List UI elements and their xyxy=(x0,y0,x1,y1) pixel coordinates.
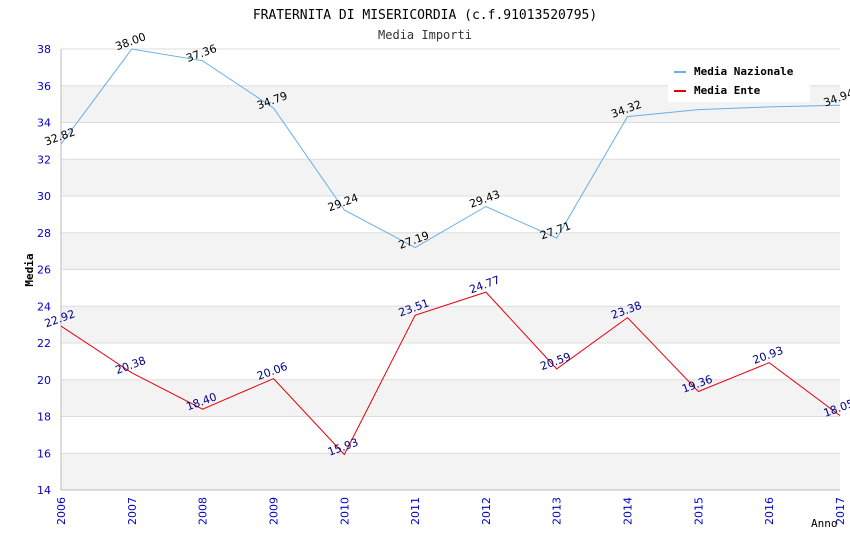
legend-label-media-nazionale: Media Nazionale xyxy=(694,65,794,78)
y-tick-label: 32 xyxy=(37,153,51,166)
x-tick-label: 2017 xyxy=(834,497,847,525)
legend-box xyxy=(668,60,810,102)
grid-band xyxy=(61,159,840,196)
chart-subtitle: Media Importi xyxy=(378,28,472,42)
y-tick-label: 38 xyxy=(37,43,51,56)
series-lines xyxy=(60,48,841,456)
y-tick-label: 28 xyxy=(37,227,51,240)
x-axis-label: Anno xyxy=(811,517,838,530)
y-tick-label: 24 xyxy=(37,300,51,313)
y-axis-label: Media xyxy=(23,253,36,286)
x-tick-label: 2014 xyxy=(622,497,635,525)
x-tick-label: 2015 xyxy=(692,497,705,525)
series-line xyxy=(60,48,841,249)
grid-band xyxy=(61,379,840,417)
data-label: 20.38 xyxy=(114,354,148,377)
chart-title: FRATERNITA DI MISERICORDIA (c.f.91013520… xyxy=(253,8,597,23)
y-tick-label: 20 xyxy=(37,374,51,387)
grid-bands xyxy=(61,85,840,490)
x-tick-label: 2009 xyxy=(267,497,280,525)
y-tick-label: 18 xyxy=(37,411,51,424)
y-tick-label: 36 xyxy=(37,80,51,93)
data-label: 37.36 xyxy=(184,42,218,65)
grid-lines xyxy=(61,48,840,491)
y-tick-label: 30 xyxy=(37,190,51,203)
legend: Media Nazionale Media Ente xyxy=(668,60,810,102)
x-tick-label: 2012 xyxy=(480,497,493,525)
data-label: 20.59 xyxy=(539,350,573,373)
grid-band xyxy=(61,232,840,270)
x-tick-label: 2007 xyxy=(126,497,139,525)
x-tick-label: 2013 xyxy=(551,497,564,525)
series-line xyxy=(60,291,841,456)
legend-label-media-ente: Media Ente xyxy=(694,84,761,97)
y-tick-label: 16 xyxy=(37,447,51,460)
x-tick-label: 2011 xyxy=(409,497,422,525)
y-tick-label: 26 xyxy=(37,264,51,277)
x-tick-label: 2006 xyxy=(55,497,68,525)
y-tick-labels: 14 16 18 20 22 24 26 28 30 32 34 36 38 xyxy=(37,43,51,497)
axes xyxy=(60,49,840,491)
y-tick-label: 22 xyxy=(37,337,51,350)
x-tick-label: 2016 xyxy=(763,497,776,525)
y-tick-label: 34 xyxy=(37,117,51,130)
x-tick-label: 2010 xyxy=(338,497,351,525)
y-tick-label: 14 xyxy=(37,484,51,497)
grid-band xyxy=(61,306,840,343)
x-tick-labels: 2006 2007 2008 2009 2010 2011 2012 2013 2014 2015… xyxy=(55,497,847,525)
grid-band xyxy=(61,453,840,490)
x-tick-label: 2008 xyxy=(197,497,210,525)
